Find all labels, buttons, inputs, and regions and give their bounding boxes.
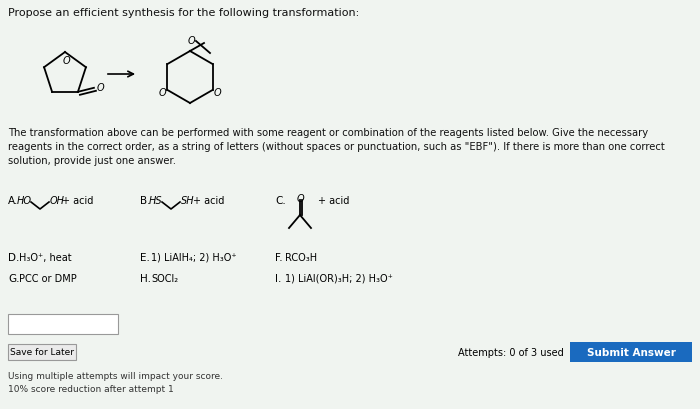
Text: OH: OH	[50, 196, 65, 205]
Text: PCC or DMP: PCC or DMP	[19, 273, 77, 283]
Text: I.: I.	[275, 273, 281, 283]
Text: O: O	[296, 193, 304, 204]
Text: C.: C.	[275, 196, 286, 205]
Text: D.: D.	[8, 252, 20, 262]
Text: Propose an efficient synthesis for the following transformation:: Propose an efficient synthesis for the f…	[8, 8, 359, 18]
Text: 10% score reduction after attempt 1: 10% score reduction after attempt 1	[8, 384, 174, 393]
Text: The transformation above can be performed with some reagent or combination of th: The transformation above can be performe…	[8, 128, 648, 138]
Text: E.: E.	[140, 252, 150, 262]
Text: O: O	[159, 88, 167, 98]
FancyBboxPatch shape	[570, 342, 692, 362]
Text: O: O	[97, 83, 104, 92]
Text: RCO₃H: RCO₃H	[285, 252, 317, 262]
FancyBboxPatch shape	[8, 344, 76, 360]
Text: SH: SH	[181, 196, 195, 205]
Text: H.: H.	[140, 273, 151, 283]
Text: H₃O⁺, heat: H₃O⁺, heat	[19, 252, 71, 262]
Text: solution, provide just one answer.: solution, provide just one answer.	[8, 155, 176, 166]
Text: 1) LiAl(OR)₃H; 2) H₃O⁺: 1) LiAl(OR)₃H; 2) H₃O⁺	[285, 273, 393, 283]
Text: O: O	[214, 88, 221, 98]
Text: reagents in the correct order, as a string of letters (without spaces or punctua: reagents in the correct order, as a stri…	[8, 142, 665, 152]
Text: SOCl₂: SOCl₂	[151, 273, 178, 283]
Text: B.: B.	[140, 196, 150, 205]
Text: O: O	[187, 36, 195, 46]
Text: A.: A.	[8, 196, 18, 205]
Text: + acid: + acid	[62, 196, 93, 205]
Text: Save for Later: Save for Later	[10, 348, 74, 357]
Text: + acid: + acid	[318, 196, 349, 205]
Text: HS: HS	[149, 196, 162, 205]
Text: O: O	[62, 56, 70, 66]
Text: 1) LiAlH₄; 2) H₃O⁺: 1) LiAlH₄; 2) H₃O⁺	[151, 252, 237, 262]
Text: Using multiple attempts will impact your score.: Using multiple attempts will impact your…	[8, 371, 223, 380]
Text: HO: HO	[17, 196, 32, 205]
Text: G.: G.	[8, 273, 20, 283]
Text: F.: F.	[275, 252, 283, 262]
Text: Submit Answer: Submit Answer	[587, 347, 676, 357]
Text: Attempts: 0 of 3 used: Attempts: 0 of 3 used	[458, 347, 564, 357]
FancyBboxPatch shape	[8, 314, 118, 334]
Text: + acid: + acid	[193, 196, 225, 205]
